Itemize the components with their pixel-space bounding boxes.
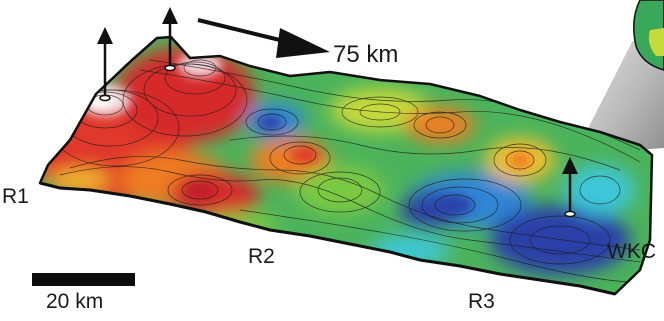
surface-front-edge — [39, 181, 616, 296]
inset-globe-highlight — [648, 28, 664, 56]
vertical-arrow-middle — [162, 7, 178, 72]
scale-bar-label: 20 km — [46, 290, 104, 313]
distance-label: 75 km — [333, 41, 399, 68]
inset-projection-cone — [575, 26, 664, 154]
vertical-arrow-right — [562, 157, 578, 218]
profile-label-r2: R2 — [248, 245, 275, 268]
station-label-wkc: WKC — [607, 240, 656, 263]
direction-arrow — [197, 18, 330, 58]
scale-bar — [32, 273, 135, 286]
vertical-arrow-left — [97, 27, 113, 102]
profile-label-r3: R3 — [468, 290, 495, 313]
profile-label-r1: R1 — [2, 185, 29, 208]
